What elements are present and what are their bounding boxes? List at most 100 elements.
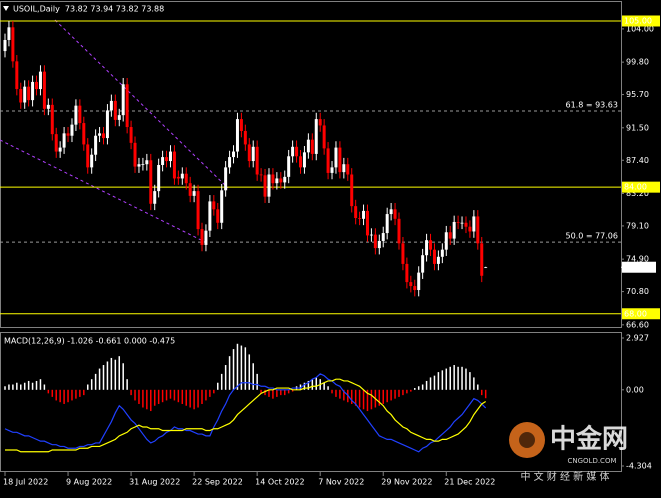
candle-body xyxy=(314,119,318,154)
histogram-bar xyxy=(138,389,140,404)
candle-body xyxy=(365,210,369,236)
trendline xyxy=(54,19,229,189)
histogram-bar xyxy=(394,389,396,399)
histogram-bar xyxy=(86,384,89,390)
candle-body xyxy=(3,39,7,52)
candle-body xyxy=(354,206,358,219)
histogram-bar xyxy=(276,389,278,397)
candle-body xyxy=(62,133,66,148)
histogram-bar xyxy=(16,382,18,390)
candle-body xyxy=(90,154,94,168)
x-tick-label: 9 Aug 2022 xyxy=(66,478,112,487)
candle-body xyxy=(401,243,405,264)
level-label-box xyxy=(622,181,660,193)
candle-body xyxy=(291,146,295,157)
y-tick-label: 74.90 xyxy=(626,255,649,264)
histogram-bar xyxy=(425,380,428,390)
candle-body xyxy=(263,175,267,197)
candle-body xyxy=(377,240,381,249)
candle-body xyxy=(133,142,137,167)
histogram-bar xyxy=(165,389,168,401)
candle-body xyxy=(346,164,350,175)
histogram-bar xyxy=(331,389,333,394)
candle-body xyxy=(137,164,141,167)
candle-body xyxy=(7,27,11,40)
candle-body xyxy=(78,105,82,124)
histogram-bar xyxy=(457,366,459,390)
candle-body xyxy=(448,232,452,239)
histogram-bar xyxy=(90,379,93,390)
histogram-bar xyxy=(303,382,306,390)
histogram-bar xyxy=(268,389,270,397)
candle-body xyxy=(212,201,216,210)
histogram-bar xyxy=(366,389,369,412)
candle-body xyxy=(109,100,113,111)
candle-body xyxy=(322,125,326,149)
candle-body xyxy=(239,119,243,131)
candle-body xyxy=(271,174,275,184)
candle-body xyxy=(129,127,133,143)
histogram-bar xyxy=(59,389,61,403)
candle-body xyxy=(176,176,180,179)
candle-body xyxy=(102,133,105,139)
candle-body xyxy=(35,81,39,90)
histogram-bar xyxy=(8,384,10,390)
candle-body xyxy=(267,174,271,197)
candle-body xyxy=(295,146,299,157)
candle-body xyxy=(141,164,145,166)
candle-body xyxy=(350,174,354,207)
histogram-bar xyxy=(350,389,353,404)
macd-line xyxy=(5,378,486,453)
histogram-bar xyxy=(126,379,128,390)
histogram-bar xyxy=(362,389,365,410)
candle-body xyxy=(121,84,125,116)
candle-body xyxy=(444,232,448,250)
histogram-bar xyxy=(414,388,416,390)
histogram-bar xyxy=(382,389,384,404)
candle-body xyxy=(381,233,385,241)
candle-body xyxy=(409,282,413,287)
histogram-bar xyxy=(299,384,302,390)
candle-body xyxy=(476,216,480,244)
candle-body xyxy=(27,86,31,101)
watermark: 中金网 CNGOLD.COM 中 文 财 经 新 媒 体 xyxy=(509,422,628,483)
candle-body xyxy=(456,221,460,223)
histogram-bar xyxy=(398,389,400,397)
candle-body xyxy=(318,119,322,126)
histogram-bar xyxy=(291,389,294,392)
histogram-bar xyxy=(232,349,235,390)
x-tick-label: 31 Aug 2022 xyxy=(129,478,180,487)
histogram-bar xyxy=(63,389,65,404)
candle-body xyxy=(283,176,287,183)
candle-body xyxy=(413,286,417,291)
candle-body xyxy=(436,256,440,264)
histogram-bar xyxy=(358,389,361,408)
histogram-bar xyxy=(189,389,191,408)
main-panel-border xyxy=(0,1,622,328)
histogram-bar xyxy=(484,389,487,399)
candle-body xyxy=(255,146,259,175)
candle-body xyxy=(58,147,62,152)
histogram-bar xyxy=(67,389,69,403)
candle-body xyxy=(196,191,200,230)
candle-body xyxy=(432,249,436,264)
histogram-bar xyxy=(465,368,467,390)
y-tick-label: -4.304 xyxy=(626,462,652,471)
candle-body xyxy=(145,160,149,165)
candle-body xyxy=(38,71,42,90)
histogram-bar xyxy=(47,389,50,394)
histogram-bar xyxy=(118,356,121,390)
y-tick-label: 99.80 xyxy=(626,58,649,67)
histogram-bar xyxy=(453,365,455,390)
histogram-bar xyxy=(205,389,207,401)
histogram-bar xyxy=(410,389,412,392)
histogram-bar xyxy=(106,361,109,390)
candle-body xyxy=(334,147,338,168)
candle-body xyxy=(275,178,279,184)
y-tick-label: 104.00 xyxy=(626,24,654,33)
candle-body xyxy=(472,216,476,232)
candle-body xyxy=(338,147,342,173)
candle-body xyxy=(105,110,109,139)
candle-body xyxy=(157,165,161,192)
candle-body xyxy=(19,89,23,103)
